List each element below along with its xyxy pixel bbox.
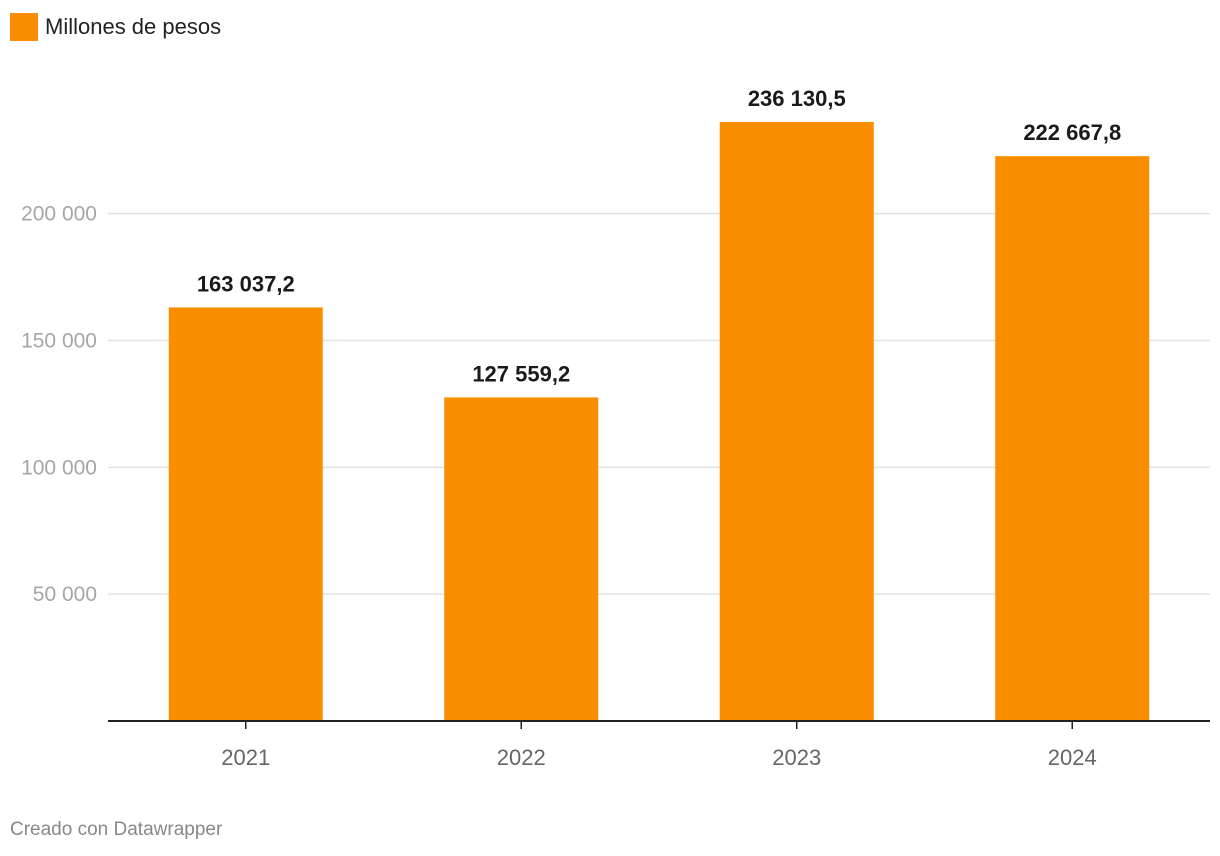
legend-swatch [10, 13, 38, 41]
data-label: 127 559,2 [472, 361, 570, 386]
bar [719, 122, 874, 721]
data-label: 163 037,2 [197, 271, 295, 296]
x-tick-label: 2022 [497, 745, 546, 770]
footer-credit: Creado con Datawrapper [10, 819, 223, 840]
legend-label: Millones de pesos [45, 14, 222, 39]
x-tick-label: 2023 [772, 745, 821, 770]
legend: Millones de pesos [10, 13, 221, 41]
y-tick-label: 200 000 [21, 203, 97, 226]
y-tick-label: 50 000 [33, 583, 97, 606]
y-tick-label: 150 000 [21, 329, 97, 352]
x-tick-label: 2024 [1048, 745, 1097, 770]
y-tick-label: 100 000 [21, 456, 97, 479]
bar [168, 307, 323, 721]
bar [995, 156, 1150, 722]
x-tick-label: 2021 [221, 745, 270, 770]
data-label: 236 130,5 [748, 86, 846, 111]
data-label: 222 667,8 [1023, 120, 1121, 145]
bar [444, 397, 599, 721]
